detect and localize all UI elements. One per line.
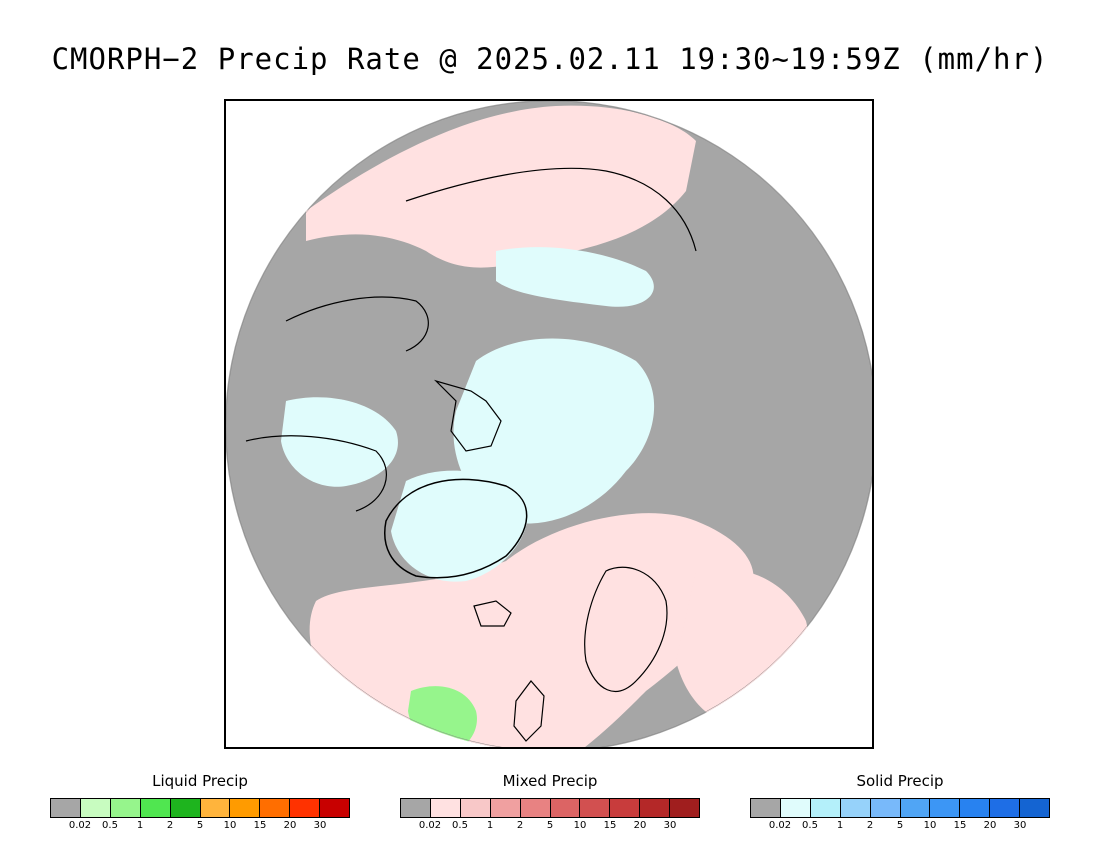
coastline-arctic-islands bbox=[433, 379, 502, 452]
coastline-alaska bbox=[285, 296, 429, 352]
legend-swatch bbox=[51, 799, 81, 817]
legend-tick-label: 2 bbox=[166, 820, 174, 831]
legend-swatch bbox=[610, 799, 641, 817]
legend-swatch bbox=[780, 799, 811, 817]
legend-title: Liquid Precip bbox=[152, 772, 248, 790]
legend-tick-label: 30 bbox=[313, 820, 327, 831]
legend-swatch bbox=[140, 799, 171, 817]
legend-solid: Solid Precip 0.02 0.5 1 2 5 10 15 20 30 bbox=[750, 772, 1050, 832]
legend-swatch bbox=[870, 799, 901, 817]
legend-tick-label: 0.5 bbox=[802, 820, 818, 831]
legend-tick-label: 20 bbox=[983, 820, 997, 831]
legend-tick-label: 30 bbox=[1013, 820, 1027, 831]
legend-tick-label: 5 bbox=[896, 820, 904, 831]
legend-tick-label: 2 bbox=[516, 820, 524, 831]
legend-tick-label: 10 bbox=[923, 820, 937, 831]
legend-swatch bbox=[260, 799, 291, 817]
legend-tick-label: 0.02 bbox=[418, 820, 442, 831]
legend-tick-label: 1 bbox=[136, 820, 144, 831]
legend-swatch bbox=[490, 799, 521, 817]
legend-tick-label: 15 bbox=[253, 820, 267, 831]
legend-ticks: 0.02 0.5 1 2 5 10 15 20 30 bbox=[400, 818, 700, 832]
coastline-scandinavia bbox=[584, 566, 668, 692]
legend-tick-label: 20 bbox=[283, 820, 297, 831]
map-title: CMORPH−2 Precip Rate @ 2025.02.11 19:30~… bbox=[51, 42, 1049, 76]
legend-swatch bbox=[810, 799, 841, 817]
legend-colorbar bbox=[50, 798, 350, 818]
legend-swatch bbox=[430, 799, 461, 817]
legend-title: Solid Precip bbox=[856, 772, 944, 790]
coastline-greenland bbox=[384, 478, 528, 579]
legend-swatch bbox=[200, 799, 231, 817]
legend-swatch bbox=[320, 799, 350, 817]
legend-swatch bbox=[990, 799, 1021, 817]
legend-swatch bbox=[170, 799, 201, 817]
legend-tick-label: 20 bbox=[633, 820, 647, 831]
coastline-iceland bbox=[473, 600, 512, 627]
legend-tick-label: 1 bbox=[486, 820, 494, 831]
legend-tick-label: 0.02 bbox=[768, 820, 792, 831]
legend-swatch bbox=[230, 799, 261, 817]
legend-swatch bbox=[751, 799, 781, 817]
legend-swatch bbox=[580, 799, 611, 817]
legend-ticks: 0.02 0.5 1 2 5 10 15 20 30 bbox=[750, 818, 1050, 832]
legend-tick-label: 15 bbox=[953, 820, 967, 831]
legend-tick-label: 10 bbox=[223, 820, 237, 831]
legend-swatch bbox=[550, 799, 581, 817]
polar-map-svg bbox=[226, 101, 872, 747]
legend-swatch bbox=[960, 799, 991, 817]
coastline-siberia bbox=[405, 167, 697, 252]
legend-swatch bbox=[520, 799, 551, 817]
legend-liquid: Liquid Precip 0.02 0.5 1 2 5 10 15 20 30 bbox=[50, 772, 350, 832]
legend-swatch bbox=[110, 799, 141, 817]
legend-tick-label: 15 bbox=[603, 820, 617, 831]
legend-colorbar bbox=[400, 798, 700, 818]
legend-tick-label: 5 bbox=[546, 820, 554, 831]
solid-precip-canada bbox=[281, 397, 398, 487]
legend-title: Mixed Precip bbox=[502, 772, 598, 790]
legend-swatch bbox=[640, 799, 671, 817]
legend-tick-label: 0.5 bbox=[102, 820, 118, 831]
legend-tick-label: 1 bbox=[836, 820, 844, 831]
legend-swatch bbox=[930, 799, 961, 817]
legend-tick-label: 5 bbox=[196, 820, 204, 831]
mixed-precip-north-pacific bbox=[306, 105, 696, 268]
precip-map bbox=[224, 99, 874, 749]
legend-swatch bbox=[80, 799, 111, 817]
legend-swatch bbox=[401, 799, 431, 817]
legend-swatch bbox=[290, 799, 321, 817]
legend-colorbar bbox=[750, 798, 1050, 818]
legend-tick-label: 0.5 bbox=[452, 820, 468, 831]
solid-precip-greenland bbox=[391, 470, 528, 582]
legend-tick-label: 2 bbox=[866, 820, 874, 831]
solid-precip-siberia bbox=[496, 247, 654, 307]
legend-ticks: 0.02 0.5 1 2 5 10 15 20 30 bbox=[50, 818, 350, 832]
legend-tick-label: 10 bbox=[573, 820, 587, 831]
legend-tick-label: 0.02 bbox=[68, 820, 92, 831]
legend-swatch bbox=[1020, 799, 1050, 817]
coastline-canada bbox=[245, 435, 387, 512]
legend-tick-label: 30 bbox=[663, 820, 677, 831]
legend-swatch bbox=[460, 799, 491, 817]
legend-swatch bbox=[670, 799, 700, 817]
coastline-british-isles bbox=[513, 680, 545, 742]
solid-precip-arctic bbox=[453, 338, 655, 524]
legend-swatch bbox=[840, 799, 871, 817]
legend-mixed: Mixed Precip 0.02 0.5 1 2 5 10 15 20 30 bbox=[400, 772, 700, 832]
legend-swatch bbox=[900, 799, 931, 817]
